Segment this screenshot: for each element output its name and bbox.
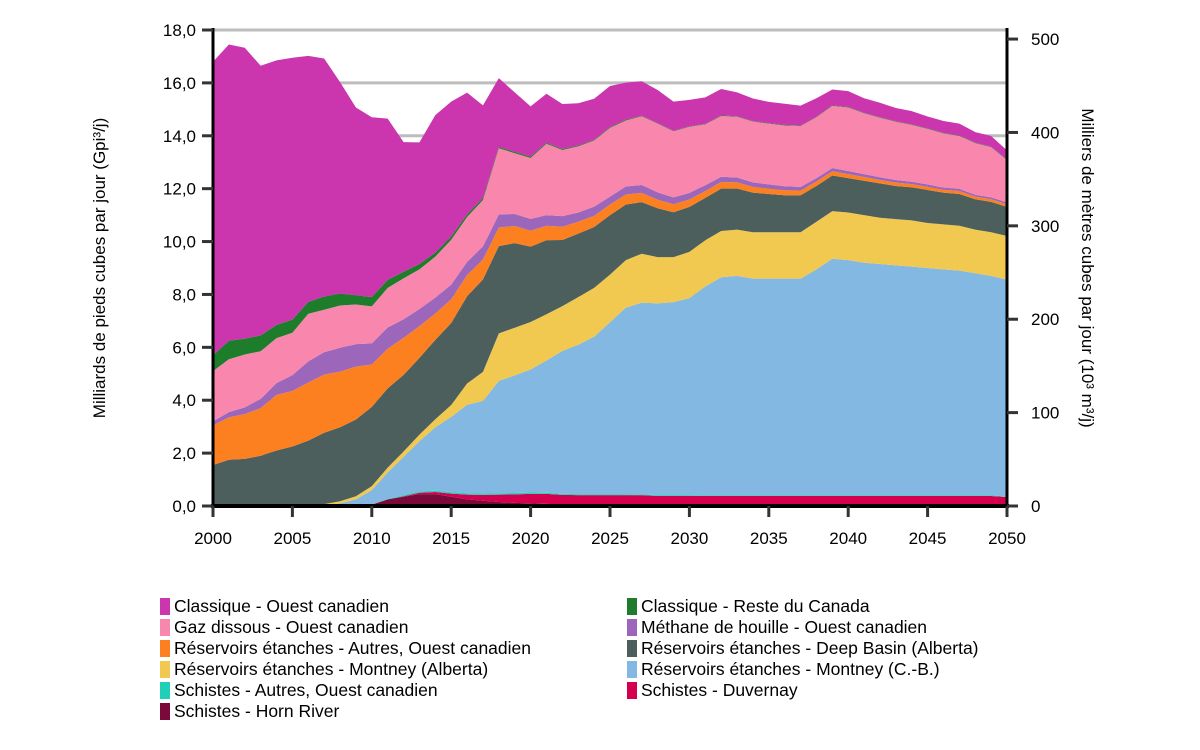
legend-label: Réservoirs étanches - Deep Basin (Albert… <box>641 638 979 658</box>
y2-tick-label: 500 <box>1031 30 1059 49</box>
legend-item: Réservoirs étanches - Deep Basin (Albert… <box>627 638 979 659</box>
y-axis-ticks: 0,0 2,0 4,0 6,0 8,0 10,0 12,0 14,0 16,0 18,0 <box>163 21 213 516</box>
y-tick-label: 8,0 <box>172 285 196 304</box>
area-classique-ouest-canadien <box>213 44 1007 356</box>
legend-swatch <box>160 640 170 657</box>
legend-item: Gaz dissous - Ouest canadien <box>160 617 408 638</box>
legend-item: Réservoirs étanches - Autres, Ouest cana… <box>160 638 531 659</box>
x-tick-label: 2045 <box>909 529 947 548</box>
legend-label: Gaz dissous - Ouest canadien <box>174 617 409 637</box>
legend-item: Classique - Reste du Canada <box>627 596 870 617</box>
legend-label: Classique - Reste du Canada <box>641 596 870 616</box>
legend-label: Classique - Ouest canadien <box>174 596 389 616</box>
y-tick-label: 18,0 <box>163 21 196 40</box>
legend-swatch <box>160 598 170 615</box>
legend-label: Réservoirs étanches - Montney (C.-B.) <box>641 659 940 679</box>
y2-tick-label: 300 <box>1031 217 1059 236</box>
x-tick-label: 2020 <box>512 529 550 548</box>
legend-swatch <box>627 640 637 657</box>
y2-axis-ticks: 0 100 200 300 400 500 <box>1007 30 1059 516</box>
x-tick-label: 2030 <box>670 529 708 548</box>
area-schistes-horn-river <box>213 494 1007 506</box>
y2-tick-label: 0 <box>1031 497 1040 516</box>
area-reservoirs-etanches-deep-basin-alberta <box>213 175 1007 506</box>
area-series-group <box>213 44 1007 506</box>
area-reservoirs-etanches-autres-ouest-canadien <box>213 171 1007 466</box>
legend-item: Schistes - Autres, Ouest canadien <box>160 680 438 701</box>
x-tick-label: 2005 <box>273 529 311 548</box>
legend-swatch <box>160 661 170 678</box>
legend-swatch <box>160 619 170 636</box>
legend-swatch <box>627 661 637 678</box>
x-axis-ticks: 2000 2005 2010 2015 2020 2025 2030 2035 2040 2045… <box>194 506 1026 548</box>
y2-tick-label: 100 <box>1031 404 1059 423</box>
x-tick-label: 2050 <box>988 529 1026 548</box>
area-gaz-dissous-ouest-canadien <box>213 105 1007 422</box>
y-tick-label: 10,0 <box>163 233 196 252</box>
area-schistes-duvernay <box>213 491 1007 506</box>
legend-swatch <box>160 703 170 720</box>
legend-label: Schistes - Duvernay <box>641 680 798 700</box>
area-reservoirs-etanches-montney-alberta <box>213 211 1007 506</box>
y-axis-title: Milliards de pieds cubes par jour (Gpi³/… <box>90 118 109 418</box>
x-tick-label: 2035 <box>750 529 788 548</box>
stacked-area-chart: 2000 2005 2010 2015 2020 2025 2030 2035 2040 2045… <box>90 21 1097 548</box>
legend-item: Schistes - Horn River <box>160 701 339 722</box>
legend-swatch <box>627 619 637 636</box>
y-tick-label: 4,0 <box>172 391 196 410</box>
y-tick-label: 16,0 <box>163 74 196 93</box>
legend-item: Réservoirs étanches - Montney (Alberta) <box>160 659 488 680</box>
legend-item: Réservoirs étanches - Montney (C.-B.) <box>627 659 940 680</box>
legend-item: Schistes - Duvernay <box>627 680 798 701</box>
y2-axis-title: Milliers de mètres cubes par jour (10³ m… <box>1078 108 1097 427</box>
y2-tick-label: 200 <box>1031 310 1059 329</box>
legend-label: Méthane de houille - Ouest canadien <box>641 617 928 637</box>
y-tick-label: 2,0 <box>172 444 196 463</box>
area-reservoirs-etanches-montney-c-b <box>213 258 1007 506</box>
legend-swatch <box>627 598 637 615</box>
x-tick-label: 2000 <box>194 529 232 548</box>
legend-label: Schistes - Autres, Ouest canadien <box>174 680 438 700</box>
y-tick-label: 14,0 <box>163 127 196 146</box>
y2-tick-label: 400 <box>1031 123 1059 142</box>
x-tick-label: 2015 <box>432 529 470 548</box>
legend-swatch <box>627 682 637 699</box>
y-tick-label: 0,0 <box>172 497 196 516</box>
y-tick-label: 6,0 <box>172 338 196 357</box>
legend-swatch <box>160 682 170 699</box>
legend-label: Réservoirs étanches - Montney (Alberta) <box>174 659 489 679</box>
legend-item: Méthane de houille - Ouest canadien <box>627 617 927 638</box>
x-tick-label: 2040 <box>829 529 867 548</box>
x-tick-label: 2025 <box>591 529 629 548</box>
x-tick-label: 2010 <box>353 529 391 548</box>
legend-label: Réservoirs étanches - Autres, Ouest cana… <box>174 638 531 658</box>
legend-item: Classique - Ouest canadien <box>160 596 389 617</box>
y-tick-label: 12,0 <box>163 180 196 199</box>
legend-label: Schistes - Horn River <box>174 701 340 721</box>
